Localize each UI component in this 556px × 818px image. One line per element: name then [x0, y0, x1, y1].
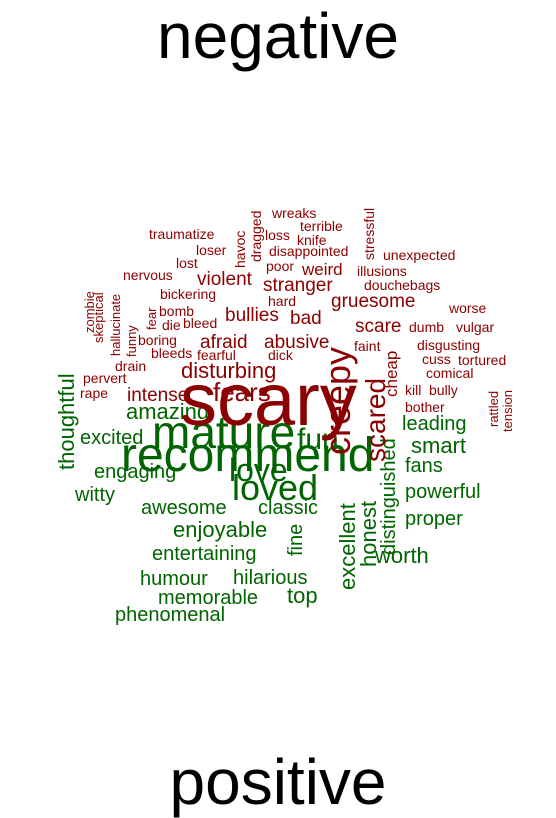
positive-word-worth: worth — [374, 543, 429, 568]
negative-word-disappointed: disappointed — [269, 243, 348, 259]
negative-word-havoc: havoc — [232, 231, 248, 268]
negative-word-weird: weird — [301, 260, 343, 279]
positive-word-fun: fun — [297, 423, 339, 456]
negative-word-skeptical: skeptical — [91, 292, 106, 343]
negative-word-scare: scare — [355, 316, 401, 337]
negative-word-worse: worse — [448, 300, 487, 316]
negative-title: negative — [157, 0, 399, 72]
negative-word-drain: drain — [115, 358, 146, 374]
positive-word-recommend: recommend — [121, 429, 374, 482]
positive-word-love: love — [229, 452, 288, 488]
positive-word-thoughtful: thoughtful — [54, 373, 79, 470]
negative-word-creepy: creepy — [317, 347, 358, 455]
positive-word-enjoyable: enjoyable — [173, 517, 267, 542]
negative-word-bully: bully — [429, 382, 458, 398]
negative-word-disgusting: disgusting — [417, 337, 480, 353]
negative-word-bickering: bickering — [160, 286, 216, 302]
positive-word-distinguished: distinguished — [378, 438, 400, 555]
negative-word-terrible: terrible — [300, 218, 343, 234]
negative-word-wreaks: wreaks — [271, 205, 316, 221]
positive-word-fine: fine — [285, 524, 307, 556]
positive-word-humour: humour — [140, 568, 208, 590]
positive-word-hilarious: hilarious — [233, 567, 307, 589]
positive-word-top: top — [287, 583, 318, 608]
positive-word-fans: fans — [405, 455, 443, 477]
positive-word-entertaining: entertaining — [152, 543, 257, 565]
positive-word-memorable: memorable — [158, 587, 258, 609]
positive-word-proper: proper — [405, 508, 463, 530]
negative-word-fear: fear — [144, 307, 159, 330]
positive-word-classic: classic — [258, 497, 318, 519]
negative-word-abusive: abusive — [264, 332, 330, 353]
negative-word-afraid: afraid — [200, 332, 248, 353]
negative-word-dumb: dumb — [409, 319, 444, 335]
negative-word-bleed: bleed — [183, 315, 217, 331]
negative-word-illusions: illusions — [357, 263, 407, 279]
negative-word-bad: bad — [290, 308, 322, 329]
negative-word-bomb: bomb — [159, 303, 194, 319]
negative-word-funny: funny — [124, 325, 139, 357]
positive-title: positive — [169, 746, 387, 818]
negative-word-bother: bother — [405, 399, 445, 415]
negative-word-tortured: tortured — [458, 352, 506, 368]
positive-word-powerful: powerful — [405, 481, 481, 503]
negative-word-rattled: rattled — [486, 391, 501, 427]
negative-word-loser: loser — [196, 242, 227, 258]
negative-word-stranger: stranger — [263, 275, 333, 296]
negative-word-gruesome: gruesome — [331, 291, 416, 312]
negative-word-faint: faint — [354, 338, 381, 354]
negative-word-fearful: fearful — [197, 347, 236, 363]
positive-word-phenomenal: phenomenal — [115, 604, 225, 626]
negative-word-fears: fears — [213, 377, 271, 407]
positive-word-awesome: awesome — [141, 497, 227, 519]
positive-word-smart: smart — [411, 433, 466, 458]
positive-word-leading: leading — [402, 413, 467, 435]
negative-word-poor: poor — [266, 258, 294, 274]
positive-word-mature: mature — [152, 406, 295, 458]
negative-word-lost: lost — [176, 255, 198, 271]
negative-word-intense: intense — [127, 385, 188, 406]
negative-word-dragged: dragged — [248, 211, 264, 262]
negative-word-traumatize: traumatize — [149, 226, 215, 242]
negative-word-unexpected: unexpected — [383, 247, 455, 263]
negative-word-boring: boring — [138, 332, 177, 348]
negative-word-loss: loss — [265, 227, 290, 243]
negative-word-douchebags: douchebags — [364, 277, 440, 293]
positive-word-loved: loved — [232, 467, 318, 508]
negative-word-rape: rape — [80, 385, 108, 401]
negative-word-comical: comical — [426, 365, 473, 381]
negative-word-vulgar: vulgar — [456, 319, 494, 335]
negative-word-pervert: pervert — [83, 370, 127, 386]
negative-word-bullies: bullies — [225, 305, 279, 326]
negative-word-hard: hard — [268, 293, 296, 309]
positive-word-amazing: amazing — [126, 399, 209, 424]
positive-word-honest: honest — [356, 501, 381, 567]
negative-word-kill: kill — [405, 382, 421, 398]
negative-word-hallucinate: hallucinate — [108, 294, 123, 356]
negative-word-nervous: nervous — [123, 267, 173, 283]
positive-word-witty: witty — [74, 484, 115, 506]
positive-word-excellent: excellent — [335, 503, 360, 590]
negative-word-bleeds: bleeds — [151, 345, 192, 361]
negative-word-tension: tension — [500, 390, 515, 432]
negative-word-violent: violent — [197, 269, 253, 290]
positive-word-excited: excited — [80, 427, 143, 449]
negative-word-cheap: cheap — [382, 351, 401, 397]
positive-word-engaging: engaging — [94, 461, 176, 483]
negative-word-knife: knife — [297, 232, 327, 248]
negative-word-stressful: stressful — [361, 208, 377, 260]
negative-word-disturbing: disturbing — [181, 358, 276, 383]
negative-word-zombie: zombie — [82, 291, 97, 333]
negative-word-die: die — [162, 317, 181, 333]
negative-word-cuss: cuss — [422, 351, 451, 367]
negative-word-dick: dick — [268, 347, 294, 363]
negative-word-scary: scary — [180, 358, 357, 441]
negative-word-scared: scared — [360, 378, 391, 462]
